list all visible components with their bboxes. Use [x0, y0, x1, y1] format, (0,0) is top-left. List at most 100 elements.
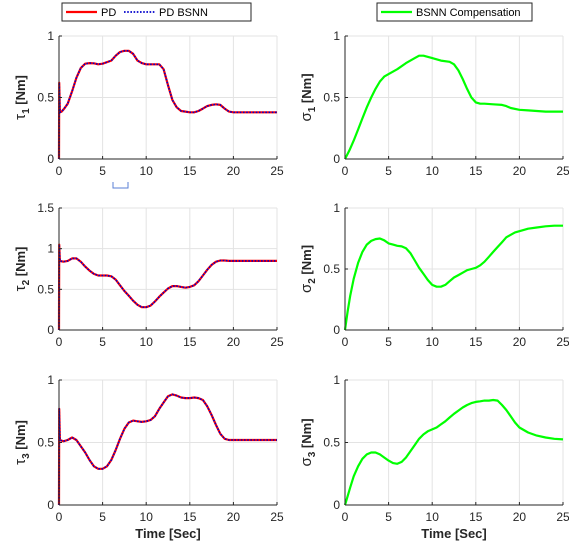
x-tick-label: 20 — [227, 335, 241, 349]
y-axis-label: σ1 [Nm] — [298, 73, 318, 121]
x-tick-label: 5 — [385, 164, 392, 178]
x-tick-label: 5 — [99, 335, 106, 349]
y-label-subscript: 1 — [21, 108, 32, 114]
x-tick-label: 10 — [140, 335, 154, 349]
y-tick-label: 1 — [47, 242, 54, 256]
x-tick-label: 20 — [513, 164, 527, 178]
series-bsnn-compensation — [343, 224, 563, 331]
y-label-unit: [Nm] — [13, 420, 28, 453]
y-tick-label: 0.5 — [37, 91, 54, 105]
y-tick-label: 0 — [333, 498, 340, 512]
x-tick-label: 25 — [270, 335, 284, 349]
x-tick-label: 0 — [342, 335, 349, 349]
y-label-subscript: 3 — [21, 453, 32, 459]
y-axis-label: σ2 [Nm] — [298, 245, 318, 293]
x-tick-label: 5 — [385, 510, 392, 524]
y-label-unit: [Nm] — [299, 418, 314, 451]
x-tick-label: 15 — [469, 164, 483, 178]
y-label-symbol: τ — [12, 114, 29, 120]
y-tick-label: 1.5 — [37, 201, 54, 215]
x-tick-label: 5 — [385, 335, 392, 349]
series-bsnn-compensation — [344, 54, 563, 160]
series-pd-bsnn — [58, 393, 277, 506]
x-tick-label: 10 — [140, 510, 154, 524]
legend-box — [376, 2, 533, 22]
y-label-unit: [Nm] — [13, 75, 28, 108]
y-tick-label: 0 — [333, 152, 340, 166]
plot-area — [59, 208, 277, 330]
y-label-subscript: 3 — [307, 451, 318, 457]
x-tick-label: 5 — [99, 510, 106, 524]
x-tick-label: 15 — [183, 164, 197, 178]
y-label-unit: [Nm] — [299, 73, 314, 106]
y-label-symbol: τ — [12, 285, 29, 291]
x-tick-label: 25 — [270, 164, 284, 178]
selection-bracket-icon — [112, 182, 129, 189]
panel-sigma2: 0 5 10 15 20 25 0 0.5 1 σ2 [Nm] — [298, 201, 569, 349]
series-pd-bsnn — [58, 243, 277, 331]
y-label-unit: [Nm] — [13, 247, 28, 280]
y-tick-label: 1 — [47, 29, 54, 43]
x-tick-label: 10 — [426, 510, 440, 524]
x-tick-label: 0 — [56, 510, 63, 524]
y-axis-label: τ1 [Nm] — [12, 75, 32, 120]
y-tick-label: 0 — [333, 323, 340, 337]
legend-label-pd: PD — [101, 7, 116, 19]
y-label-subscript: 1 — [307, 106, 318, 112]
x-tick-label: 15 — [183, 510, 197, 524]
panel-sigma3: 0 5 10 15 20 25 0 0.5 1 σ3 [Nm] Time [Sec] — [298, 373, 569, 541]
x-tick-label: 25 — [270, 510, 284, 524]
legend-left: PD PD BSNN — [61, 2, 252, 22]
x-tick-label: 20 — [513, 510, 527, 524]
y-tick-label: 0.5 — [37, 436, 54, 450]
y-tick-label: 0 — [47, 152, 54, 166]
y-label-subscript: 2 — [21, 279, 32, 285]
y-tick-label: 0 — [47, 498, 54, 512]
panel-tau2: 0 5 10 15 20 25 0 0.5 1 1.5 τ2 [Nm] — [12, 201, 284, 349]
y-tick-label: 0.5 — [323, 262, 340, 276]
x-tick-label: 20 — [227, 510, 241, 524]
y-axis-label: τ3 [Nm] — [12, 420, 32, 465]
y-tick-label: 1 — [333, 29, 340, 43]
legend-box — [61, 2, 252, 22]
x-tick-label: 25 — [556, 335, 569, 349]
y-tick-label: 1 — [333, 201, 340, 215]
x-axis-label: Time [Sec] — [135, 526, 201, 541]
x-tick-label: 0 — [342, 510, 349, 524]
x-tick-label: 20 — [513, 335, 527, 349]
y-tick-label: 1 — [47, 373, 54, 387]
legend-right: BSNN Compensation — [376, 2, 533, 22]
panel-tau3: 0 5 10 15 20 25 0 0.5 1 τ3 [Nm] Time [Sec] — [12, 373, 284, 541]
y-label-symbol: σ — [298, 283, 315, 293]
x-tick-label: 10 — [140, 164, 154, 178]
legend-label-bsnn-compensation: BSNN Compensation — [416, 7, 521, 19]
y-tick-label: 0.5 — [323, 436, 340, 450]
y-label-symbol: σ — [298, 112, 315, 122]
y-tick-label: 0 — [47, 323, 54, 337]
x-tick-label: 0 — [342, 164, 349, 178]
y-tick-label: 0.5 — [37, 282, 54, 296]
x-tick-label: 5 — [99, 164, 106, 178]
x-tick-label: 10 — [426, 164, 440, 178]
y-axis-label: σ3 [Nm] — [298, 418, 318, 466]
x-tick-label: 15 — [469, 510, 483, 524]
x-tick-label: 25 — [556, 510, 569, 524]
x-axis-label: Time [Sec] — [421, 526, 487, 541]
y-label-subscript: 2 — [307, 278, 318, 284]
x-tick-label: 0 — [56, 335, 63, 349]
x-tick-label: 0 — [56, 164, 63, 178]
x-tick-label: 25 — [556, 164, 569, 178]
x-tick-label: 15 — [469, 335, 483, 349]
legend-label-pd-bsnn: PD BSNN — [159, 7, 208, 19]
x-tick-label: 10 — [426, 335, 440, 349]
series-bsnn-compensation — [343, 398, 564, 506]
y-label-symbol: τ — [12, 459, 29, 465]
y-axis-label: τ2 [Nm] — [12, 247, 32, 292]
y-label-unit: [Nm] — [299, 245, 314, 278]
y-tick-label: 1 — [333, 373, 340, 387]
x-tick-label: 20 — [227, 164, 241, 178]
x-tick-label: 15 — [183, 335, 197, 349]
